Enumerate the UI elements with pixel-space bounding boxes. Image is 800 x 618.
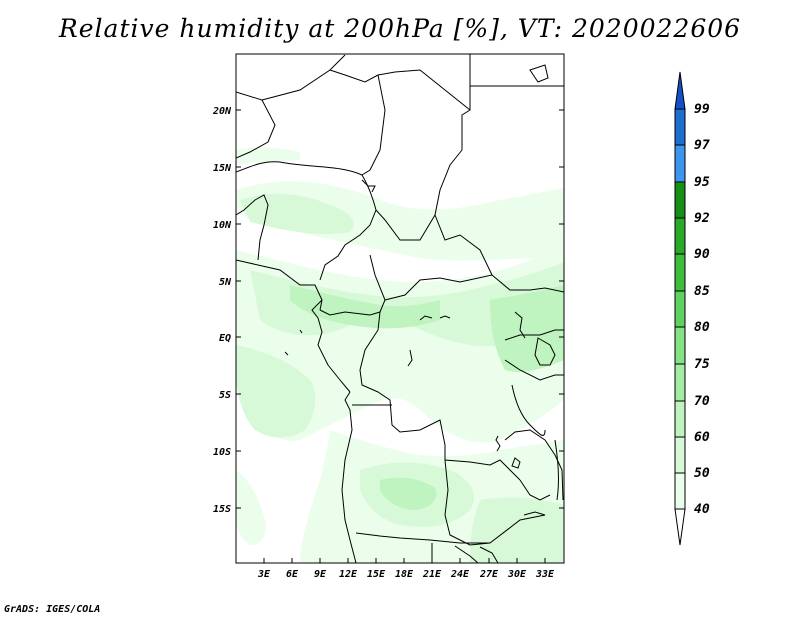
colorbar-label: 92 — [694, 211, 710, 226]
lon-label: 12E — [339, 569, 358, 580]
lon-label: 30E — [507, 569, 527, 580]
lon-axis: 3E 6E 9E 12E 15E 18E 21E 24E 27E 30E 33E — [257, 558, 555, 580]
colorbar-label: 50 — [694, 466, 710, 481]
colorbar-swatch — [674, 326, 686, 365]
country-borders — [236, 54, 564, 563]
lat-label: 20N — [212, 106, 232, 117]
lon-label: 3E — [257, 569, 271, 580]
colorbar: 40 50 60 70 75 80 85 90 92 95 97 99 — [674, 71, 710, 546]
colorbar-label: 40 — [694, 502, 710, 517]
lon-label: 21E — [422, 569, 442, 580]
colorbar-label: 60 — [694, 430, 710, 445]
colorbar-label: 97 — [694, 138, 710, 153]
colorbar-label: 95 — [694, 175, 710, 190]
lon-label: 27E — [479, 569, 499, 580]
map-frame — [235, 53, 565, 564]
colorbar-high-triangle — [674, 71, 686, 110]
lat-label: 5N — [219, 277, 232, 288]
colorbar-swatch — [674, 363, 686, 402]
lon-label: 33E — [535, 569, 555, 580]
colorbar-swatch — [674, 436, 686, 474]
lat-axis: 20N 15N 10N 5N EQ 5S 10S 15S — [212, 106, 564, 515]
lon-label: 24E — [450, 569, 470, 580]
lat-label: 15N — [213, 163, 232, 174]
colorbar-label: 99 — [694, 102, 710, 117]
colorbar-low-triangle — [674, 508, 686, 546]
colorbar-swatch — [674, 290, 686, 328]
grads-credit: GrADS: IGES/COLA — [4, 604, 101, 615]
colorbar-label: 85 — [694, 284, 710, 299]
lat-label: EQ — [219, 333, 231, 344]
colorbar-swatch — [674, 144, 686, 183]
colorbar-swatch — [674, 253, 686, 292]
lon-label: 9E — [314, 569, 327, 580]
colorbar-swatch — [674, 181, 686, 219]
lat-label: 5S — [219, 390, 231, 401]
colorbar-swatch — [674, 108, 686, 146]
lon-label: 6E — [286, 569, 299, 580]
colorbar-label: 75 — [694, 357, 710, 372]
lat-label: 10S — [213, 447, 231, 458]
colorbar-swatch — [674, 472, 686, 510]
colorbar-label: 90 — [694, 247, 710, 262]
lon-label: 18E — [395, 569, 414, 580]
colorbar-label: 70 — [694, 394, 710, 409]
colorbar-swatch — [674, 400, 686, 438]
colorbar-label: 80 — [694, 320, 710, 335]
map-title: Relative humidity at 200hPa [%], VT: 202… — [58, 14, 742, 43]
lat-label: 10N — [213, 220, 232, 231]
lon-label: 15E — [367, 569, 386, 580]
lat-label: 15S — [213, 504, 231, 515]
colorbar-swatch — [674, 217, 686, 255]
humidity-field — [236, 54, 564, 563]
